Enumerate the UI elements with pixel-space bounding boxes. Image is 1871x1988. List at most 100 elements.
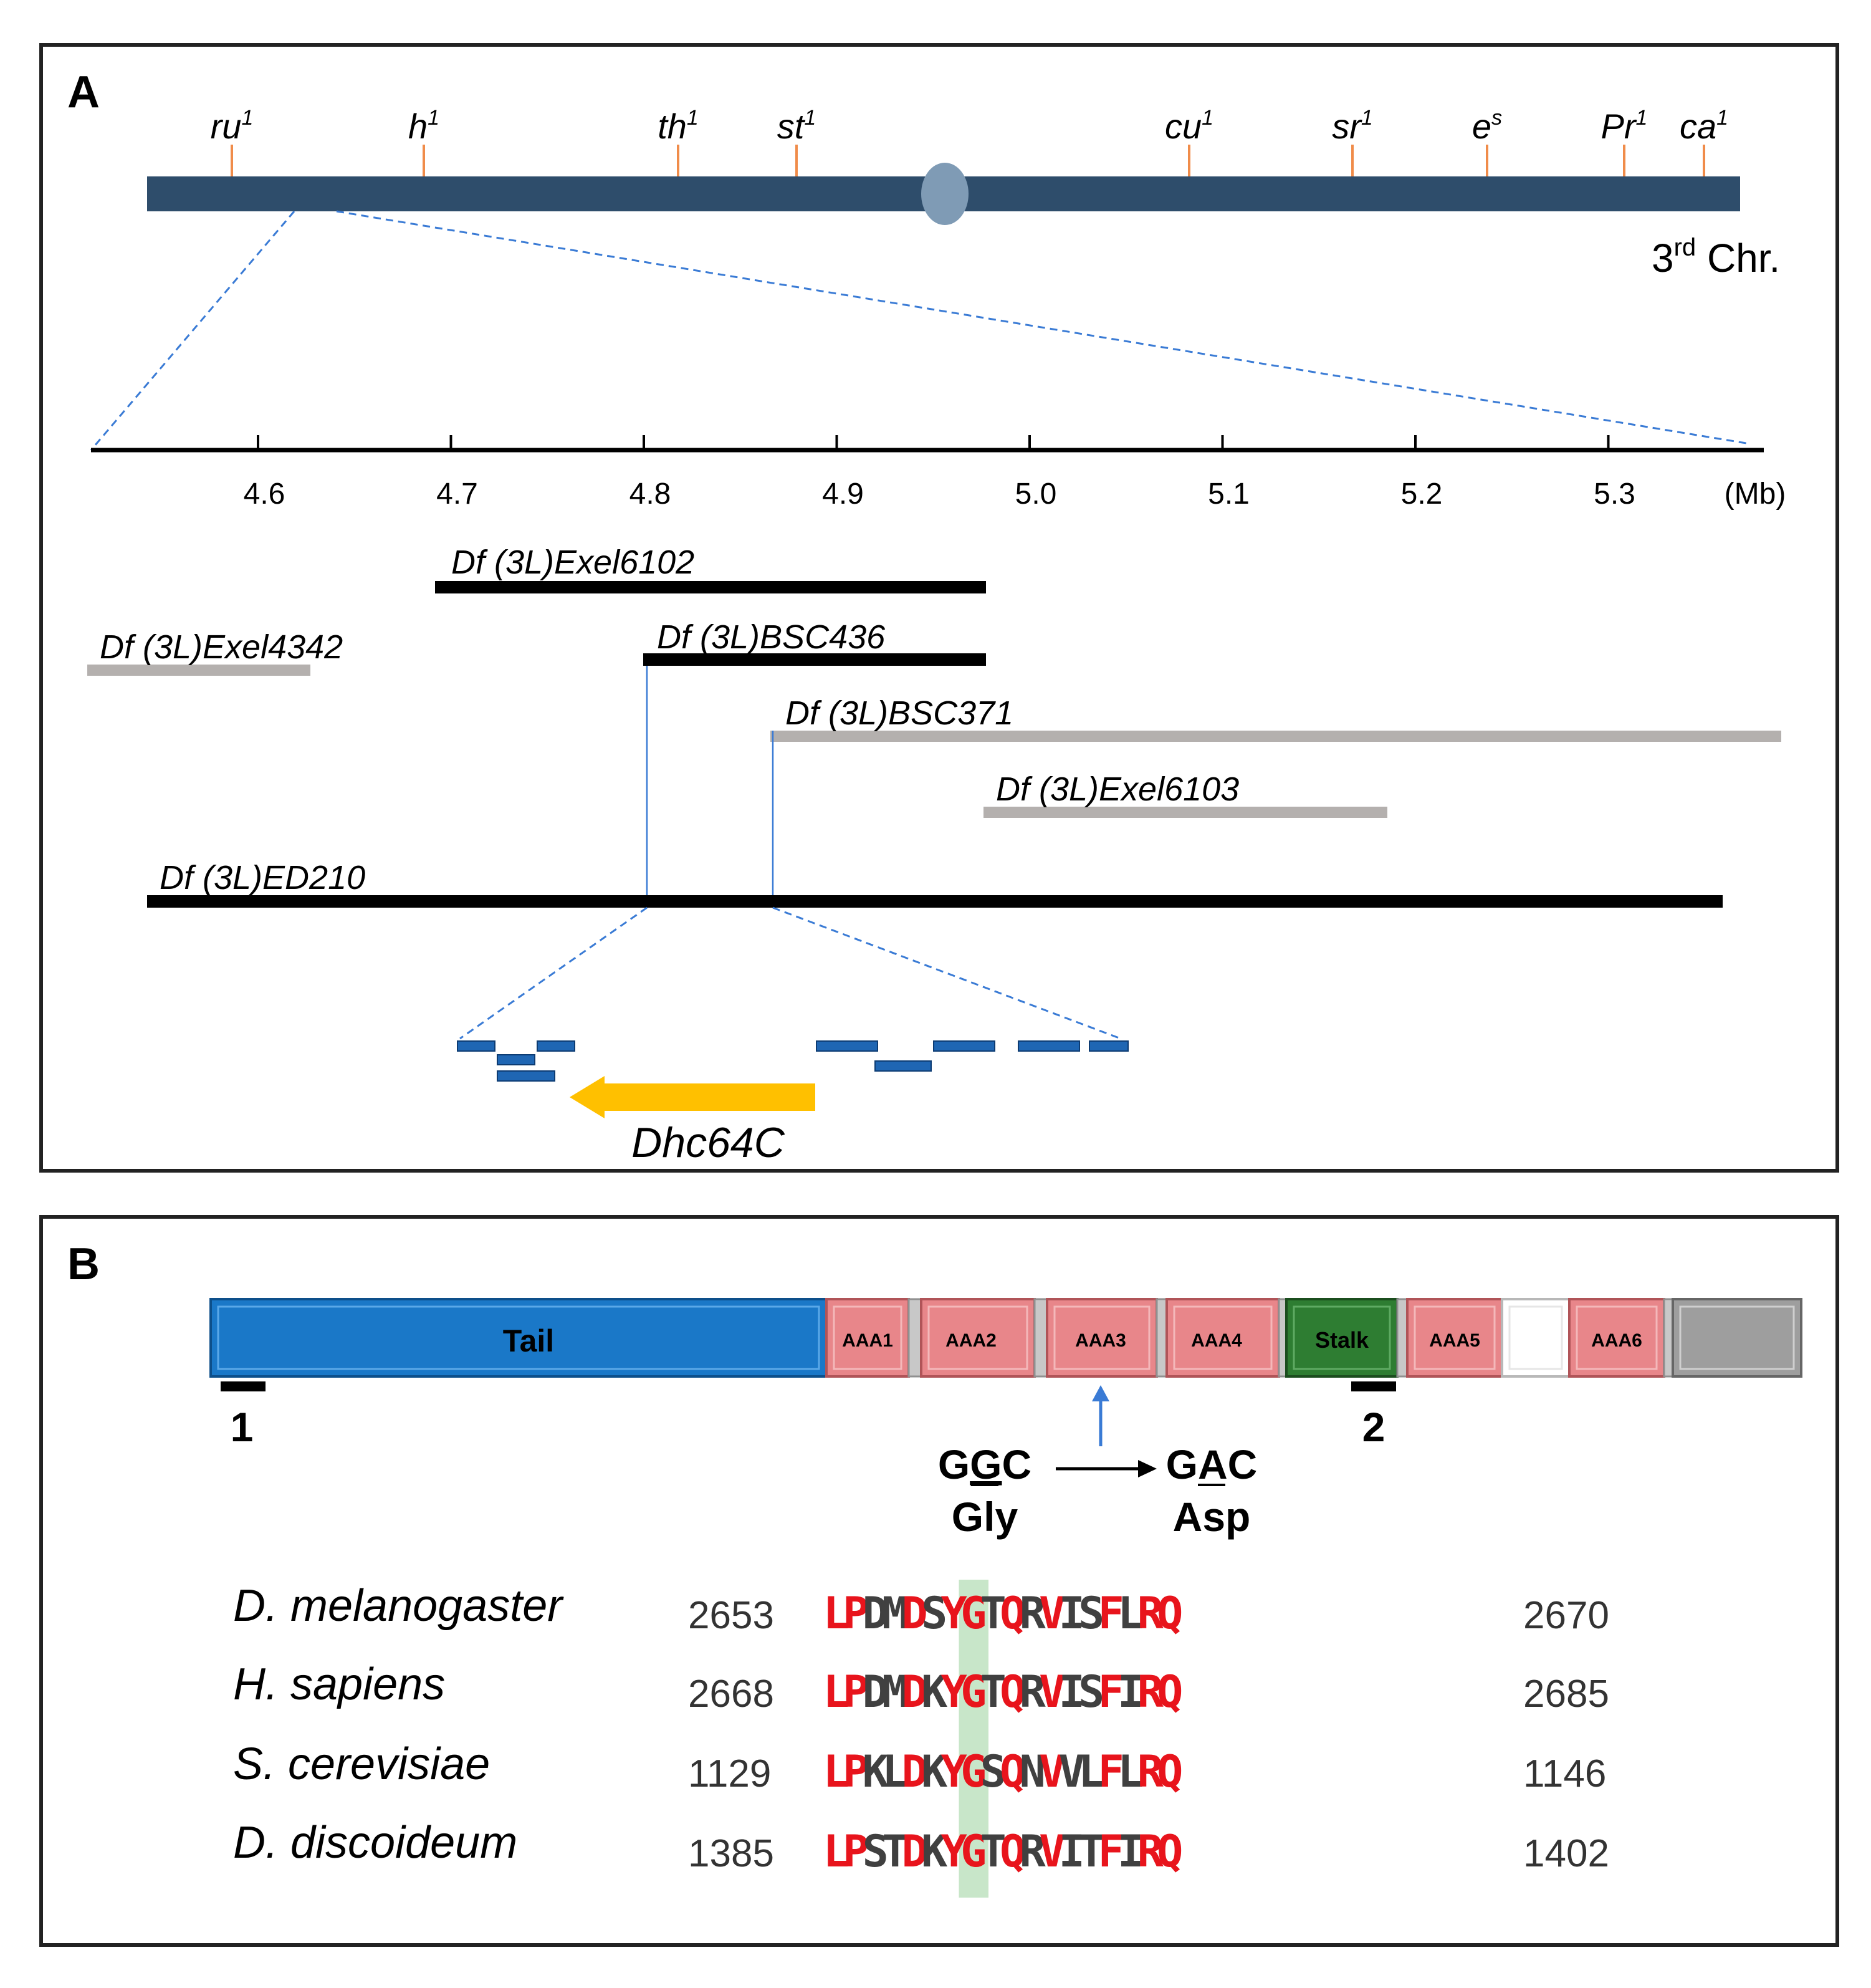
deficiency-label-exel6103: Df (3L)Exel6103 (996, 771, 1239, 808)
residue: P (843, 1666, 869, 1717)
marker-name: Pr (1601, 107, 1637, 146)
residue: F (1098, 1746, 1124, 1797)
residue: V (1039, 1826, 1065, 1877)
species-name: D. melanogaster (233, 1581, 564, 1631)
marker-label: ca1 (1680, 106, 1728, 146)
gene-zoom-line-right (772, 906, 1121, 1040)
marker-label: cu1 (1165, 106, 1213, 146)
residue: D (902, 1588, 928, 1639)
residue: I (1059, 1588, 1085, 1639)
from-amino-acid: Gly (952, 1494, 1018, 1540)
domain-label: AAA6 (1591, 1330, 1642, 1351)
scale-unit: (Mb) (1725, 478, 1786, 511)
domain-aaa4: AAA4 (1165, 1298, 1280, 1378)
residue: M (882, 1588, 908, 1639)
residue: T (882, 1826, 908, 1877)
marker-name: cu (1165, 107, 1202, 146)
scale-tick-label: 4.6 (244, 478, 285, 511)
residue: D (863, 1588, 889, 1639)
residue: T (1078, 1826, 1104, 1877)
to-amino-acid: Asp (1173, 1494, 1251, 1540)
residue: T (980, 1588, 1007, 1639)
residue: D (902, 1826, 928, 1877)
marker-allele: 1 (1202, 106, 1213, 130)
deficiency-label-exel6102: Df (3L)Exel6102 (451, 544, 694, 581)
exon (933, 1040, 995, 1052)
residue: I (1117, 1826, 1144, 1877)
residue: V (1039, 1588, 1065, 1639)
domain-aaa1: AAA1 (825, 1298, 910, 1378)
domain-stalk: Stalk (1285, 1298, 1399, 1378)
domain-aaa5: AAA5 (1406, 1298, 1503, 1378)
zoom-line-right (336, 210, 1751, 445)
panel-b-frame (39, 1215, 1839, 1947)
residue: G (960, 1826, 987, 1877)
residue: D (902, 1746, 928, 1797)
deficiency-label-bsc436: Df (3L)BSC436 (657, 618, 886, 656)
exon (1089, 1040, 1129, 1052)
marker-allele: 1 (687, 106, 699, 130)
deficiency-label-bsc371: Df (3L)BSC371 (785, 694, 1013, 732)
residue: L (823, 1746, 849, 1797)
residue: K (921, 1746, 947, 1797)
region-label-1: 1 (231, 1404, 254, 1450)
panel-a: A ru1 h1 th1 st1 cu1 sr1 es Pr1 ca1 3rd Chr. 4.6… (39, 43, 1839, 1173)
residue: T (980, 1826, 1007, 1877)
region-bar-2 (1351, 1381, 1396, 1391)
marker-name: st (777, 107, 806, 146)
end-position: 2670 (1523, 1594, 1609, 1637)
deficiency-label-ed210: Df (3L)ED210 (160, 859, 365, 896)
domain-label: Tail (503, 1323, 554, 1358)
domain-label: AAA1 (842, 1330, 893, 1351)
end-position: 1402 (1523, 1832, 1609, 1875)
marker-allele: s (1491, 106, 1502, 130)
residue: Y (941, 1588, 967, 1639)
domain-linker (1033, 1298, 1048, 1378)
deficiency-bar-exel6102 (435, 581, 986, 593)
residue: I (1059, 1666, 1085, 1717)
species-name: D. discoideum (233, 1818, 517, 1868)
marker-label: es (1472, 106, 1502, 146)
deficiency-bar-exel6103 (983, 807, 1387, 818)
deficiency-bar-exel4342 (87, 665, 310, 676)
residue: Q (1157, 1746, 1183, 1797)
residue: L (823, 1826, 849, 1877)
residue: F (1098, 1588, 1124, 1639)
domain-label: AAA4 (1191, 1330, 1242, 1351)
residue: R (1137, 1826, 1164, 1877)
marker-allele: 1 (428, 106, 439, 130)
domain-label: AAA2 (945, 1330, 997, 1351)
residue: Q (1157, 1588, 1183, 1639)
centromere (921, 163, 969, 225)
residue: I (1117, 1666, 1144, 1717)
residue: S (1078, 1588, 1104, 1639)
exon (457, 1040, 495, 1052)
marker-allele: 1 (1361, 106, 1373, 130)
residue: L (823, 1588, 849, 1639)
region-bar-1 (221, 1381, 266, 1391)
to-codon: GAC (1166, 1441, 1258, 1487)
chromosome-label: 3rd Chr. (1652, 234, 1780, 281)
gene-arrow (570, 1076, 815, 1118)
residue: Q (1000, 1588, 1026, 1639)
residue: M (882, 1666, 908, 1717)
zoom-line-left (90, 211, 295, 451)
scale-tick-label: 4.8 (629, 478, 671, 511)
residue: S (1078, 1666, 1104, 1717)
species-name: H. sapiens (233, 1659, 445, 1709)
marker-allele: 1 (1716, 106, 1728, 130)
codon-change-arrow-head (1138, 1460, 1157, 1477)
species-name: S. cerevisiae (233, 1739, 490, 1789)
domain-aaa3: AAA3 (1046, 1298, 1158, 1378)
residue: V (1039, 1666, 1065, 1717)
residue: P (843, 1826, 869, 1877)
marker-name: e (1472, 107, 1491, 146)
marker-name: ru (211, 107, 242, 146)
scale-tick-label: 5.2 (1401, 478, 1443, 511)
panel-b-label: B (67, 1239, 100, 1289)
residue: L (1078, 1746, 1104, 1797)
residue: R (1020, 1588, 1046, 1639)
marker-label: sr1 (1332, 106, 1373, 146)
start-position: 2668 (688, 1673, 774, 1716)
residue: L (823, 1666, 849, 1717)
